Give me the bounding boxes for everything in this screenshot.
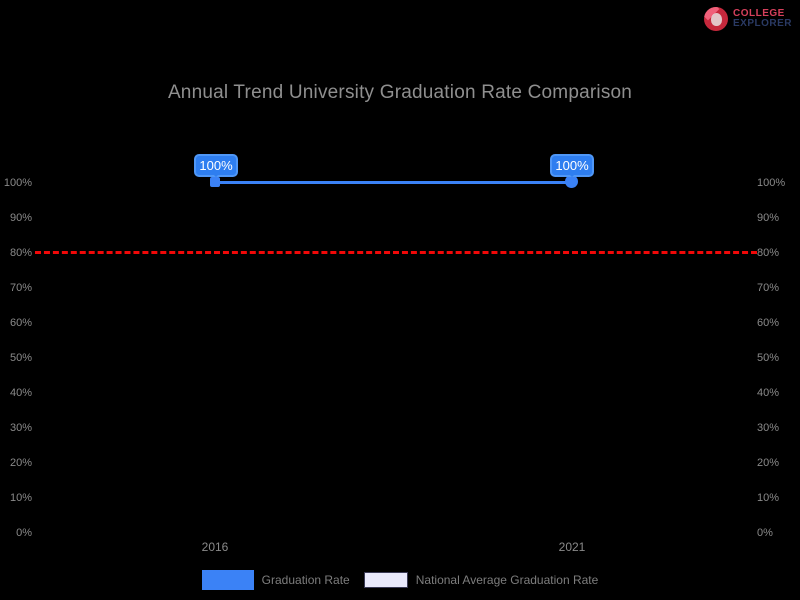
y-axis-right-tick: 10% xyxy=(757,492,780,504)
y-axis-left-tick: 10% xyxy=(9,492,32,504)
y-axis-right-tick: 60% xyxy=(757,317,780,329)
y-axis-left-tick: 90% xyxy=(9,212,32,224)
y-axis-left-tick: 30% xyxy=(9,422,32,434)
brand-name-bottom: EXPLORER xyxy=(732,18,792,29)
data-label-2016: 100% xyxy=(194,154,238,177)
chart-legend: Graduation Rate National Average Graduat… xyxy=(0,570,800,590)
y-axis-left-tick: 70% xyxy=(9,282,32,294)
chart-title: Annual Trend University Graduation Rate … xyxy=(167,82,633,103)
y-axis-left-tick: 50% xyxy=(9,352,32,364)
legend-item-graduation-rate[interactable]: Graduation Rate xyxy=(201,570,350,590)
legend-label: National Average Graduation Rate xyxy=(415,573,599,587)
data-point-2016[interactable] xyxy=(210,177,220,187)
y-axis-right-tick: 50% xyxy=(757,352,780,364)
brand-name-top: COLLEGE xyxy=(732,7,785,19)
y-axis-right-tick: 0% xyxy=(757,527,773,539)
y-axis-left-tick: 60% xyxy=(9,317,32,329)
y-axis-right-tick: 70% xyxy=(757,282,780,294)
x-axis-tick-2021: 2021 xyxy=(558,540,586,554)
x-axis-tick-2016: 2016 xyxy=(201,540,229,554)
y-axis-right-tick: 80% xyxy=(757,247,780,259)
legend-item-national-average[interactable]: National Average Graduation Rate xyxy=(363,572,599,588)
national-average-reference-line xyxy=(35,251,757,254)
y-axis-right-tick: 90% xyxy=(757,212,780,224)
legend-swatch-lavender xyxy=(363,572,408,588)
data-point-2021[interactable] xyxy=(565,175,578,188)
legend-label: Graduation Rate xyxy=(261,573,350,587)
graduation-rate-line xyxy=(215,181,572,184)
legend-swatch-blue xyxy=(201,570,254,590)
y-axis-right-tick: 100% xyxy=(757,177,786,189)
y-axis-right-tick: 30% xyxy=(757,422,780,434)
brand-wordmark: COLLEGE EXPLORER xyxy=(732,7,792,30)
brand-logo-icon xyxy=(703,7,728,31)
y-axis-left-tick: 80% xyxy=(9,247,32,259)
y-axis-left-tick: 20% xyxy=(9,457,32,469)
brand-logo: COLLEGE EXPLORER xyxy=(703,7,792,31)
y-axis-left-tick: 40% xyxy=(9,387,32,399)
y-axis-right-tick: 20% xyxy=(757,457,780,469)
data-label-2021: 100% xyxy=(550,154,594,177)
y-axis-right-tick: 40% xyxy=(757,387,780,399)
y-axis-left-tick: 0% xyxy=(16,527,32,539)
y-axis-left-tick: 100% xyxy=(3,177,32,189)
